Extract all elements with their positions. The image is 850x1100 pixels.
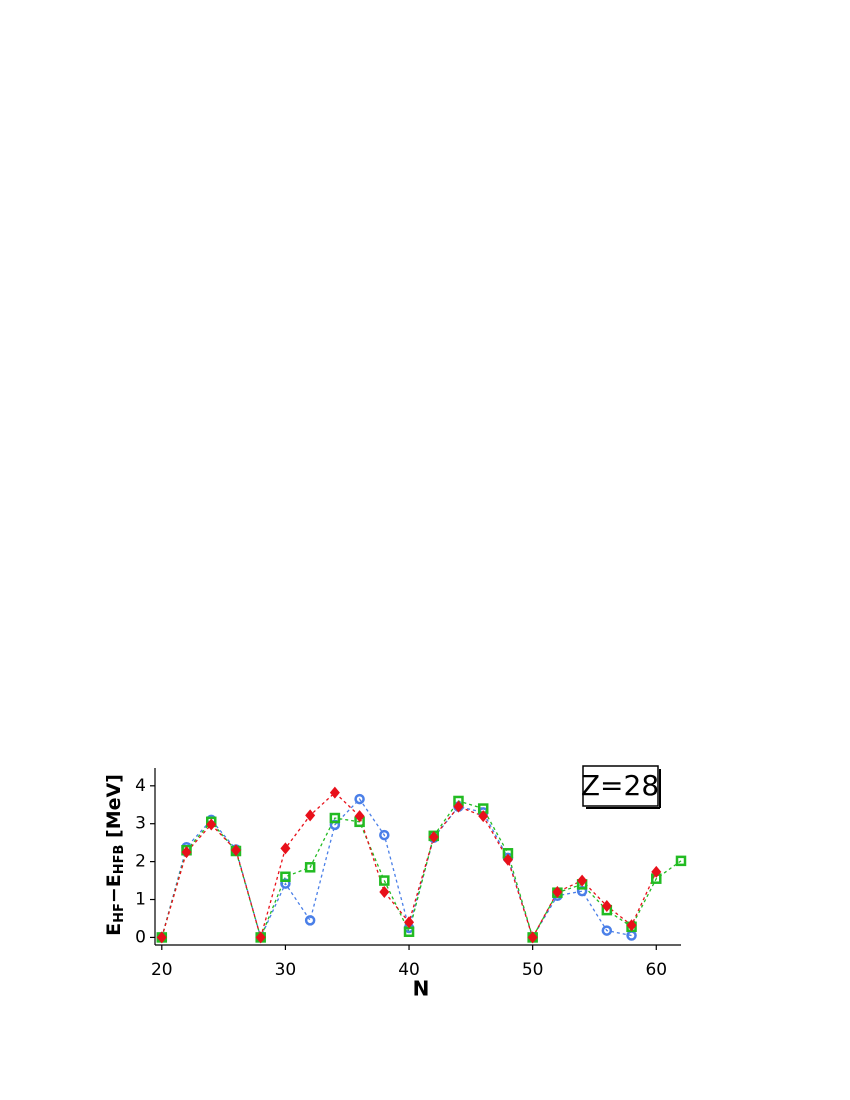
point (675, 855, 687, 867)
series-line (161, 791, 657, 940)
point (230, 844, 241, 857)
point (527, 931, 538, 944)
x-tick-label: 60 (645, 960, 667, 980)
point (379, 829, 390, 841)
point (280, 842, 291, 855)
point (379, 875, 390, 886)
x-tick-label: 30 (275, 960, 297, 980)
x-tick-label: 20 (151, 960, 173, 980)
series-line (161, 798, 632, 940)
point (206, 818, 217, 831)
series-line (161, 800, 682, 940)
annotation: Z=28 (581, 769, 659, 802)
x-axis-label: N (413, 977, 430, 1001)
y-tick-label: 3 (135, 814, 146, 834)
point (280, 871, 291, 883)
point (478, 810, 489, 823)
point (502, 853, 513, 866)
point (552, 885, 563, 898)
point (354, 810, 365, 823)
y-tick-label: 1 (135, 890, 146, 910)
x-tick-label: 50 (522, 960, 544, 980)
point (601, 899, 612, 912)
y-label-part: −E (103, 874, 125, 903)
point (305, 809, 316, 822)
point (304, 862, 316, 873)
y-label-sub: HFB (112, 845, 127, 875)
point (453, 800, 464, 813)
point (626, 919, 637, 932)
y-axis-label: EHF−EHFB [MeV] (103, 774, 127, 936)
y-label-part: E (103, 923, 125, 936)
annotation-box (582, 765, 659, 807)
x-tick-label: 40 (398, 960, 420, 980)
point (156, 931, 167, 944)
point (379, 885, 390, 898)
point (329, 812, 341, 824)
point (181, 846, 192, 859)
point (255, 931, 266, 944)
point (404, 916, 415, 929)
point (651, 865, 662, 878)
point (577, 874, 588, 887)
y-label-part: [MeV] (103, 774, 125, 844)
y-tick-label: 4 (135, 776, 146, 796)
point (428, 830, 439, 843)
y-tick-label: 2 (135, 852, 146, 872)
y-label-sub: HF (112, 903, 127, 923)
y-tick-label: 0 (135, 927, 146, 947)
point (601, 925, 613, 936)
point (354, 793, 365, 805)
point (304, 915, 316, 926)
point (329, 786, 340, 799)
